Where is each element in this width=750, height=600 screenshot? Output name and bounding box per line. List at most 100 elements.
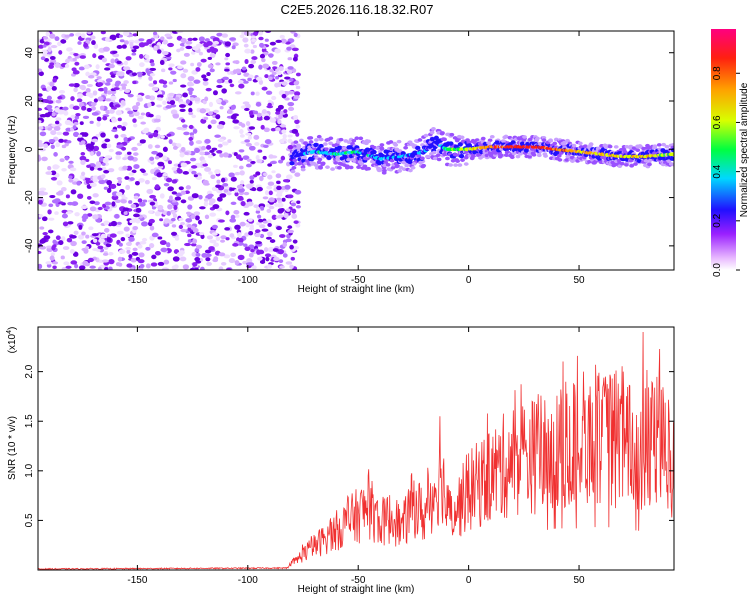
spectrogram-halo-mark (330, 167, 335, 171)
spectrogram-noise-mark (54, 211, 59, 215)
spectrogram-noise-mark (73, 82, 80, 88)
spectrogram-noise-mark (106, 187, 112, 193)
spectrogram-noise-mark (144, 179, 150, 185)
spectrogram-halo-mark (515, 154, 521, 159)
spectrogram-noise-mark (103, 246, 109, 250)
spectrogram-noise-mark (91, 106, 96, 111)
spectrogram-noise-mark (140, 169, 146, 174)
spectrogram-noise-mark (201, 159, 207, 164)
spectrogram-noise-mark (69, 167, 77, 172)
spectrogram-noise-mark (255, 229, 261, 233)
spectrogram-noise-mark (293, 80, 299, 86)
spectrogram-noise-mark (55, 117, 62, 121)
spectrogram-noise-mark (248, 252, 254, 258)
spectrogram-noise-mark (92, 90, 98, 96)
spectrogram-noise-mark (103, 169, 110, 174)
spectrogram-halo-mark (328, 136, 334, 141)
spectrogram-x-tick-label: 0 (466, 275, 472, 286)
spectrogram-noise-mark (203, 182, 210, 186)
spectrogram-noise-mark (106, 179, 113, 186)
spectrogram-halo-mark (449, 132, 455, 137)
spectrogram-noise-mark (276, 185, 282, 191)
spectrogram-noise-mark (47, 209, 52, 215)
spectrogram-noise-mark (106, 143, 112, 148)
spectrogram-noise-mark (64, 63, 70, 68)
spectrogram-noise-mark (259, 53, 266, 59)
spectrogram-noise-mark (70, 189, 77, 195)
spectrogram-noise-mark (192, 262, 198, 267)
spectrogram-noise-mark (77, 134, 83, 138)
spectrogram-halo-mark (333, 161, 339, 165)
spectrogram-noise-mark (38, 71, 44, 77)
spectrogram-halo-mark (348, 165, 354, 170)
spectrogram-noise-mark (199, 206, 206, 210)
spectrogram-noise-mark (217, 138, 225, 143)
svg-text:(x104): (x104) (6, 327, 18, 354)
spectrogram-noise-mark (151, 232, 159, 238)
spectrogram-noise-mark (154, 144, 161, 149)
spectrogram-noise-mark (256, 186, 263, 192)
spectrogram-noise-mark (250, 49, 255, 54)
spectrogram-noise-mark (276, 226, 282, 231)
spectrogram-noise-mark (77, 93, 84, 98)
spectrogram-halo-mark (397, 169, 403, 173)
spectrogram-noise-mark (182, 68, 189, 73)
spectrogram-noise-mark (281, 93, 287, 99)
spectrogram-halo-mark (411, 162, 417, 166)
spectrogram-noise-mark (56, 131, 63, 136)
spectrogram-noise-mark (269, 68, 274, 73)
spectrogram-noise-mark (259, 233, 265, 239)
spectrogram-noise-mark (239, 129, 244, 135)
spectrogram-halo-mark (565, 138, 570, 143)
spectrogram-noise-mark (71, 201, 79, 206)
spectrogram-halo-mark (643, 158, 649, 163)
spectrogram-noise-mark (219, 106, 224, 110)
colorbar: 0.0 0.2 0.4 0.6 0.8 Normalized spectral ampl… (711, 29, 750, 277)
spectrogram-noise-mark (198, 194, 203, 200)
spectrogram-noise-mark (257, 149, 263, 153)
spectrogram-noise-mark (250, 160, 256, 164)
spectrogram-noise-mark (247, 135, 253, 140)
spectrogram-noise-mark (102, 157, 109, 163)
spectrogram-noise-mark (228, 172, 235, 178)
spectrogram-halo-mark (664, 144, 670, 149)
spectrogram-noise-mark (262, 144, 269, 149)
spectrogram-noise-mark (83, 248, 89, 254)
spectrogram-noise-mark (112, 50, 118, 54)
spectrogram-noise-mark (156, 49, 162, 54)
spectrogram-noise-mark (114, 104, 121, 108)
spectrogram-noise-mark (141, 237, 148, 242)
spectrogram-noise-mark (256, 159, 263, 164)
spectrogram-noise-mark (219, 153, 224, 158)
spectrogram-noise-mark (180, 190, 186, 195)
spectrogram-halo-mark (588, 143, 593, 148)
spectrogram-halo-mark (379, 143, 385, 147)
spectrogram-noise-mark (193, 211, 201, 216)
spectrogram-noise-mark (205, 257, 211, 262)
spectrogram-halo-mark (435, 153, 441, 157)
snr-scale-exp: 4 (6, 330, 13, 334)
spectrogram-noise-mark (201, 145, 207, 151)
colorbar-tick-label: 0.0 (712, 263, 723, 277)
spectrogram-halo-mark (489, 134, 495, 139)
spectrogram-noise-mark (218, 266, 224, 270)
spectrogram-noise-mark (70, 260, 78, 265)
spectrogram-noise-mark (118, 34, 123, 38)
spectrogram-halo-mark (445, 156, 450, 161)
spectrogram-noise-mark (257, 218, 264, 223)
spectrogram-noise-mark (244, 232, 249, 237)
spectrogram-noise-mark (170, 231, 178, 236)
spectrogram-noise-mark (267, 99, 273, 104)
spectrogram-noise-mark (224, 227, 231, 231)
spectrogram-noise-mark (122, 165, 128, 170)
spectrogram-halo-mark (346, 140, 352, 145)
spectrogram-noise-mark (178, 217, 184, 221)
spectrogram-y-ticks: -40 -20 0 20 40 (24, 47, 674, 253)
spectrogram-noise-mark (276, 71, 282, 76)
spectrogram-halo-mark (317, 157, 323, 162)
spectrogram-noise-mark (187, 204, 193, 210)
spectrogram-noise-mark (159, 193, 165, 199)
spectrogram-noise-mark (132, 123, 138, 128)
spectrogram-noise-mark (225, 62, 231, 66)
spectrogram-noise-mark (80, 151, 86, 156)
